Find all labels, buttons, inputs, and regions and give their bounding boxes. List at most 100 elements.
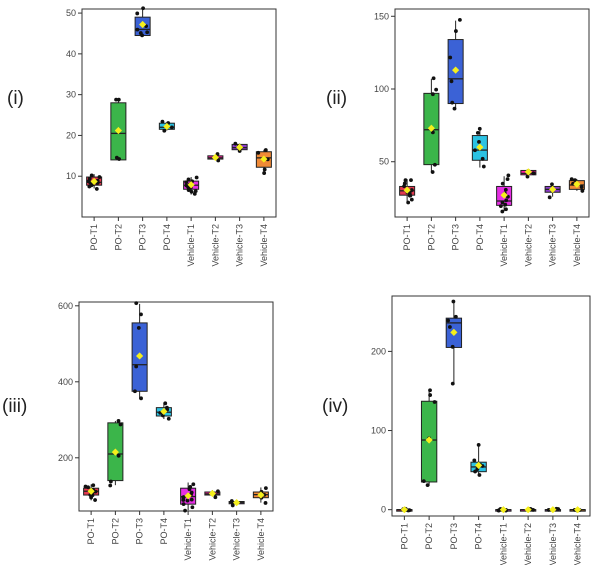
mean-marker: [114, 126, 122, 135]
data-point: [428, 393, 433, 397]
x-tick-label: PO-T1: [86, 518, 96, 545]
data-point: [213, 495, 218, 500]
data-point: [185, 498, 190, 503]
data-point: [114, 155, 119, 160]
data-point: [504, 198, 509, 203]
y-tick-label: 200: [58, 453, 73, 463]
box-vehicle-t4: [569, 506, 586, 514]
mean-marker: [475, 461, 483, 469]
data-point: [263, 148, 268, 152]
x-tick-label: PO-T2: [110, 518, 120, 545]
data-point: [262, 171, 267, 175]
data-point: [116, 453, 121, 458]
box-vehicle-t3: [228, 499, 245, 508]
y-tick-label: 50: [379, 157, 389, 167]
data-point: [94, 187, 99, 191]
y-tick-label: 30: [66, 90, 76, 100]
data-point: [160, 119, 165, 124]
y-tick-label: 600: [58, 301, 73, 311]
data-point: [133, 389, 137, 394]
x-tick-label: Vehicle-T2: [207, 518, 217, 561]
data-point: [503, 187, 508, 192]
box-vehicle-t4: [568, 177, 585, 193]
data-point: [189, 490, 194, 495]
data-point: [430, 170, 435, 174]
data-point: [473, 148, 477, 153]
box-po-t2: [110, 97, 127, 161]
x-tick-label: Vehicle-T4: [259, 224, 269, 267]
box-vehicle-t3: [231, 141, 248, 153]
mean-marker: [425, 436, 433, 444]
data-point: [265, 157, 270, 162]
x-tick-label: Vehicle-T3: [548, 224, 558, 267]
chart-panel-3: 200 400 600 PO-T1 PO-T2 PO-T3 PO-T4 Vehicle-T1 V…: [58, 301, 274, 561]
data-point: [450, 344, 455, 349]
x-tick-label: Vehicle-T1: [499, 224, 509, 267]
mean-marker: [500, 191, 508, 199]
mean-marker: [573, 180, 581, 188]
box-po-t3: [134, 6, 151, 38]
box-po-t4: [471, 126, 488, 169]
data-point: [531, 171, 536, 176]
data-point: [481, 164, 486, 169]
data-point: [434, 87, 439, 92]
data-point: [181, 502, 186, 506]
data-point: [136, 326, 141, 330]
data-point: [475, 130, 480, 135]
data-point: [477, 126, 482, 131]
data-point: [114, 97, 118, 102]
data-point: [448, 55, 453, 60]
data-point: [409, 178, 413, 183]
x-tick-label: Vehicle-T1: [186, 224, 196, 267]
data-point: [573, 178, 577, 183]
y-tick-label: 20: [66, 130, 76, 140]
data-point: [432, 162, 437, 167]
data-point: [498, 204, 503, 209]
x-tick-label: Vehicle-T4: [573, 523, 583, 565]
panel-label-ii: (ii): [326, 88, 348, 109]
y-tick-label: 10: [66, 171, 76, 181]
data-point: [183, 508, 187, 513]
data-point: [169, 125, 174, 130]
mean-marker: [549, 185, 557, 193]
x-tick-label: PO-T3: [135, 518, 145, 545]
mean-marker: [211, 153, 219, 162]
mean-marker: [160, 407, 168, 416]
panel-label-iv: (iv): [322, 396, 349, 417]
data-point: [453, 314, 458, 319]
data-point: [89, 173, 94, 178]
y-tick-label: 200: [371, 346, 386, 356]
mean-marker: [524, 506, 532, 514]
data-point: [406, 200, 411, 205]
x-tick-label: PO-T4: [159, 518, 169, 545]
y-tick-label: 400: [58, 377, 73, 387]
mean-marker: [90, 177, 98, 186]
box-po-t2: [107, 419, 124, 488]
box-vehicle-t3: [544, 506, 562, 514]
mean-marker: [184, 492, 192, 500]
data-point: [141, 6, 145, 11]
data-point: [108, 479, 113, 484]
data-point: [546, 508, 551, 512]
data-point: [496, 508, 501, 513]
mean-marker: [524, 168, 532, 176]
data-point: [186, 188, 191, 193]
data-point: [181, 495, 186, 499]
data-point: [188, 484, 193, 489]
y-tick-label: 50: [66, 8, 76, 18]
data-point: [500, 181, 505, 186]
data-point: [407, 508, 412, 513]
data-point: [83, 484, 88, 489]
mean-marker: [427, 124, 435, 132]
mean-marker: [403, 186, 411, 194]
data-point: [477, 473, 482, 477]
data-point: [116, 97, 121, 102]
data-point: [118, 422, 123, 427]
data-point: [506, 173, 511, 178]
data-point: [139, 312, 143, 317]
data-point: [134, 301, 139, 306]
data-point: [430, 130, 435, 135]
data-point: [503, 202, 508, 207]
data-point: [86, 179, 91, 184]
x-tick-label: Vehicle-T4: [572, 224, 582, 267]
